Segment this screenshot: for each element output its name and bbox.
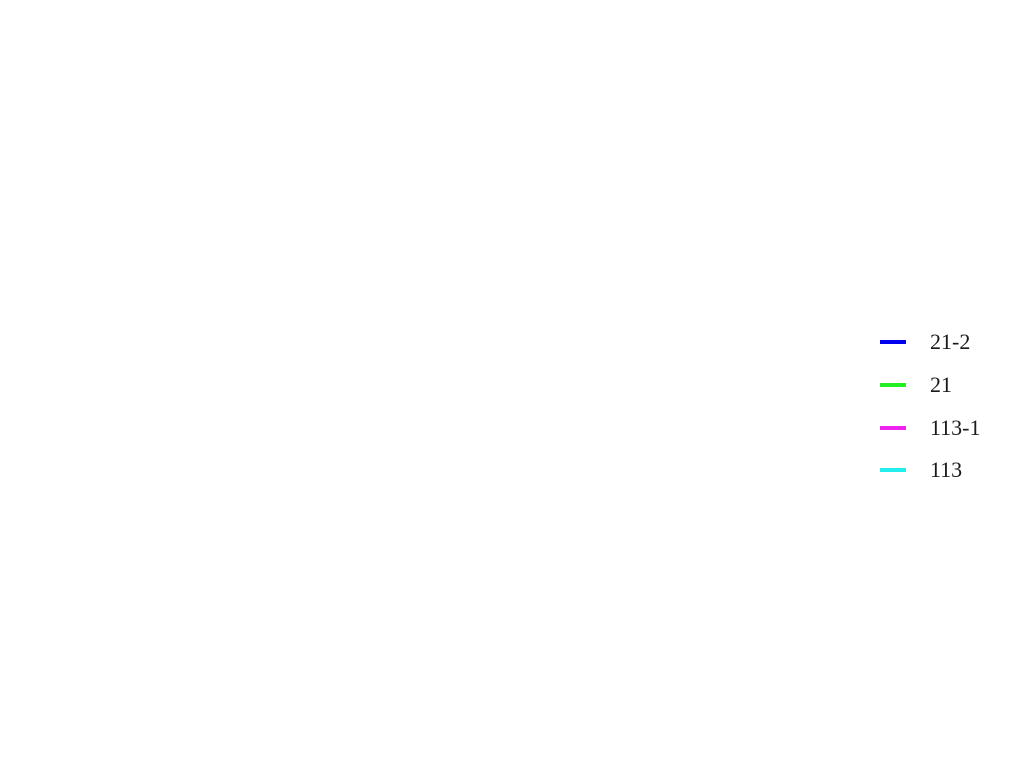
legend-label: 113-1: [930, 415, 981, 440]
legend-item-113: 113: [880, 458, 1020, 482]
legend-swatch: [880, 468, 906, 472]
legend-label: 21: [930, 372, 952, 397]
legend-swatch: [880, 383, 906, 387]
legend: 21-2 21 113-1 113: [860, 318, 1024, 498]
legend-label: 113: [930, 457, 963, 482]
legend-item-21: 21: [880, 373, 1020, 397]
legend-swatch: [880, 426, 906, 430]
legend-swatch: [880, 340, 906, 344]
legend-item-113-1: 113-1: [880, 416, 1020, 440]
legend-item-21-2: 21-2: [880, 330, 1020, 354]
legend-label: 21-2: [930, 329, 971, 354]
